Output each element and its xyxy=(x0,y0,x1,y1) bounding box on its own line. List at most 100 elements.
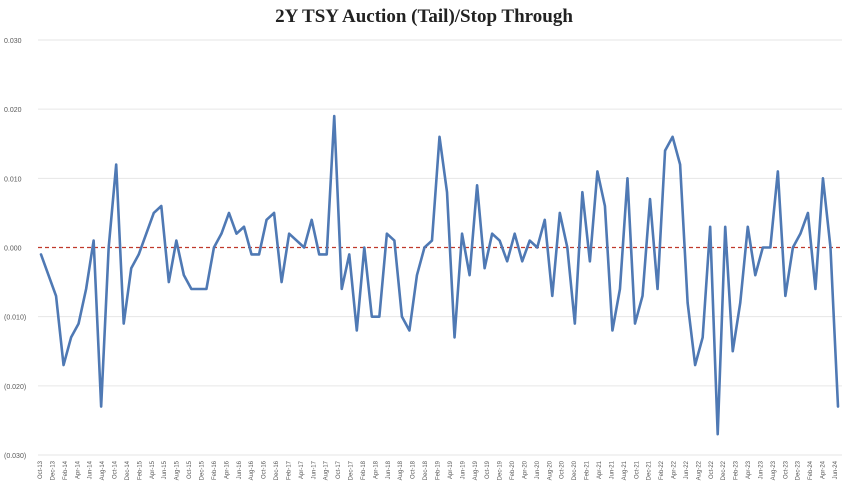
data-point xyxy=(634,322,636,325)
data-point xyxy=(529,239,531,242)
data-point xyxy=(198,288,200,290)
data-point xyxy=(243,226,245,228)
data-point xyxy=(356,329,358,332)
x-tick-label: Dec-17 xyxy=(349,460,355,480)
data-point xyxy=(55,295,57,297)
data-point xyxy=(611,329,614,332)
data-point xyxy=(724,226,726,228)
data-point xyxy=(145,233,147,235)
x-tick-label: Aug-19 xyxy=(473,460,479,480)
x-tick-label: Jun-15 xyxy=(162,460,168,479)
x-tick-label: Dec-20 xyxy=(572,460,578,480)
x-tick-label: Jun-23 xyxy=(758,460,764,479)
data-point xyxy=(702,336,704,339)
x-tick-label: Dec-16 xyxy=(274,460,280,480)
data-point xyxy=(341,288,343,290)
y-tick-label: (0.030) xyxy=(4,453,26,460)
data-point xyxy=(649,198,651,200)
x-tick-label: Feb-14 xyxy=(63,460,69,480)
x-tick-label: Oct-16 xyxy=(262,460,268,479)
data-point xyxy=(671,136,674,138)
gridlines xyxy=(38,39,842,456)
data-point xyxy=(679,163,681,166)
x-tick-label: Apr-17 xyxy=(299,460,305,479)
data-point xyxy=(604,205,606,207)
data-point xyxy=(123,322,125,325)
x-tick-label: Apr-16 xyxy=(224,460,230,479)
data-point xyxy=(664,150,666,152)
data-point xyxy=(491,233,493,235)
data-point xyxy=(709,226,711,228)
data-point xyxy=(536,246,538,249)
x-tick-label: Apr-20 xyxy=(522,460,528,479)
data-point xyxy=(822,177,824,179)
x-tick-label: Apr-22 xyxy=(672,460,678,479)
x-tick-label: Jun-18 xyxy=(386,460,392,479)
data-point xyxy=(551,295,553,297)
x-tick-label: Aug-16 xyxy=(249,460,255,480)
x-tick-label: Dec-23 xyxy=(796,460,802,480)
data-point xyxy=(732,350,734,352)
y-tick-label: (0.020) xyxy=(4,384,26,391)
data-point xyxy=(62,364,65,366)
x-tick-label: Aug-14 xyxy=(100,460,106,480)
data-point xyxy=(574,322,576,325)
data-point xyxy=(446,191,448,193)
y-tick-label: 0.030 xyxy=(4,38,22,45)
x-tick-label: Oct-20 xyxy=(560,460,566,479)
data-point xyxy=(438,136,441,138)
x-tick-label: Feb-18 xyxy=(361,460,367,480)
data-point xyxy=(596,170,599,173)
data-point xyxy=(378,316,380,318)
data-point xyxy=(807,212,809,214)
x-tick-label: Dec-22 xyxy=(721,460,727,480)
data-point xyxy=(499,239,501,242)
data-point xyxy=(190,288,192,290)
data-point xyxy=(566,246,568,249)
data-point xyxy=(619,288,621,290)
x-tick-label: Feb-21 xyxy=(585,460,591,480)
data-point xyxy=(747,226,749,228)
x-tick-label: Apr-15 xyxy=(150,460,156,479)
data-point xyxy=(837,405,839,408)
data-point xyxy=(799,233,802,235)
x-tick-label: Jun-16 xyxy=(237,460,243,479)
data-point xyxy=(183,274,185,276)
x-tick-label: Aug-20 xyxy=(547,460,553,480)
x-tick-label: Jun-20 xyxy=(535,460,541,479)
x-tick-label: Apr-24 xyxy=(821,460,827,479)
data-point xyxy=(829,246,832,249)
x-tick-label: Apr-21 xyxy=(597,460,603,479)
data-point xyxy=(115,163,117,166)
x-tick-label: Oct-22 xyxy=(709,460,715,479)
y-tick-label: (0.010) xyxy=(4,315,26,322)
data-point xyxy=(348,253,350,256)
x-tick-label: Jun-14 xyxy=(88,460,94,479)
x-tick-label: Apr-18 xyxy=(373,460,379,479)
data-point xyxy=(408,329,411,332)
x-tick-label: Aug-22 xyxy=(696,460,702,480)
x-tick-label: Dec-19 xyxy=(498,460,504,480)
data-point xyxy=(386,233,388,235)
data-point xyxy=(423,246,426,249)
y-tick-label: 0.010 xyxy=(4,176,22,183)
data-point xyxy=(453,336,456,339)
x-tick-label: Feb-16 xyxy=(212,460,218,480)
x-tick-label: Oct-17 xyxy=(336,460,342,479)
data-point xyxy=(288,233,290,235)
data-point xyxy=(641,295,644,297)
data-point xyxy=(138,253,140,256)
x-tick-label: Oct-19 xyxy=(485,460,491,479)
data-point xyxy=(506,260,508,262)
x-tick-label: Jun-24 xyxy=(833,460,839,479)
x-tick-label: Jun-19 xyxy=(460,460,466,479)
x-tick-label: Jun-21 xyxy=(609,460,615,479)
data-point xyxy=(77,322,80,325)
data-point xyxy=(544,219,546,221)
chart-title: 2Y TSY Auction (Tail)/Stop Through xyxy=(275,6,573,27)
data-point xyxy=(70,336,72,339)
x-tick-label: Aug-21 xyxy=(622,460,628,480)
data-point xyxy=(220,233,223,235)
x-tick-label: Feb-20 xyxy=(510,460,516,480)
